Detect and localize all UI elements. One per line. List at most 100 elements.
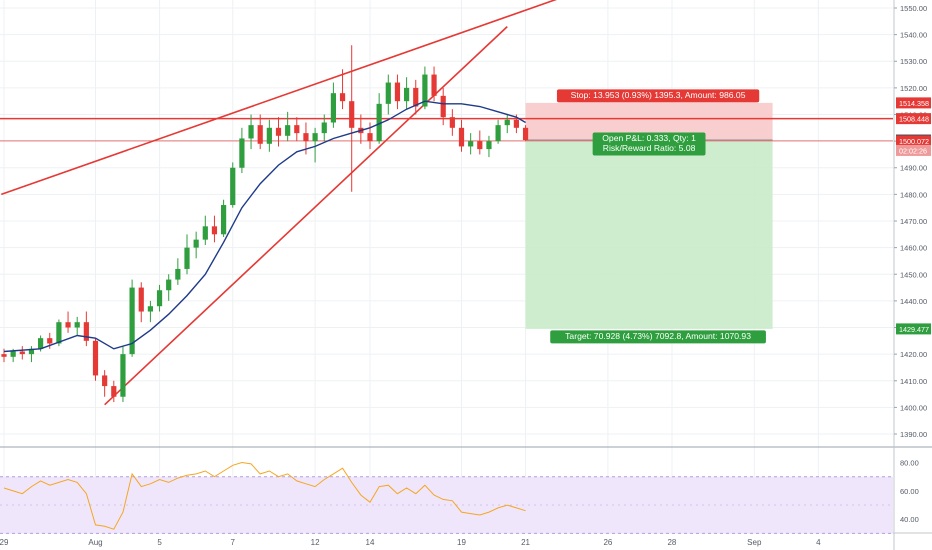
candle <box>156 284 163 312</box>
rsi-pane <box>0 461 893 534</box>
candle-body <box>349 101 355 128</box>
candle <box>257 114 263 150</box>
price-tag: 1514.358 <box>896 97 931 109</box>
price-tag-bg <box>896 323 931 335</box>
candle <box>102 370 108 397</box>
price-tick-label: 1480.00 <box>900 190 927 199</box>
price-tag: 1508.448 <box>896 113 931 125</box>
time-tick-label: 14 <box>366 538 375 547</box>
candle-body <box>422 74 428 107</box>
candle-body <box>513 119 519 128</box>
candle-body <box>468 141 474 147</box>
candle-body <box>230 167 236 206</box>
price-tick-label: 1470.00 <box>900 217 927 226</box>
price-tick-label: 1520.00 <box>900 84 927 93</box>
candle <box>193 231 199 259</box>
stop-label-text: Stop: 13.953 (0.93%) 1395.3, Amount: 986… <box>571 90 746 100</box>
candle <box>312 127 318 163</box>
rsi-tick-label: 80.00 <box>900 459 919 468</box>
candle <box>404 77 410 110</box>
pnl-label-bg <box>592 132 706 156</box>
candle <box>440 87 446 126</box>
candle-body <box>275 127 282 136</box>
candle <box>504 114 510 134</box>
candle-body <box>394 82 401 102</box>
time-tick-label: Sep <box>747 538 762 547</box>
time-tick-label: 19 <box>457 538 466 547</box>
lower-channel-trendline[interactable] <box>104 26 508 406</box>
pnl-label-text: Open P&L: 0.333, Qty: 1 <box>602 133 696 143</box>
candle-body <box>330 93 336 123</box>
price-axis: 1390.001400.001410.001420.001430.001440.… <box>894 4 931 524</box>
time-tick-label: 26 <box>603 538 612 547</box>
candle <box>367 122 373 150</box>
candle <box>522 125 529 142</box>
target-label-text: Target: 70.928 (4.73%) 7092.8, Amount: 1… <box>565 331 751 341</box>
price-tag-label: 1514.358 <box>899 99 929 108</box>
candle-body <box>248 125 254 139</box>
candle <box>74 316 80 336</box>
candle-body <box>458 127 465 147</box>
price-tick-label: 1490.00 <box>900 164 927 173</box>
price-tag: 02:02:26 <box>896 144 931 156</box>
candle <box>422 66 428 110</box>
candle-body <box>28 348 35 355</box>
candle-body <box>111 386 117 397</box>
price-tag: 1500.072 <box>896 135 931 147</box>
upper-channel-trendline[interactable] <box>0 0 562 196</box>
price-tag-label: 1429.477 <box>899 325 929 334</box>
candle-body <box>486 141 492 150</box>
candle-body <box>211 226 218 235</box>
candle <box>339 69 346 110</box>
candle <box>321 114 327 142</box>
candle-body <box>413 87 419 107</box>
candle <box>202 215 208 245</box>
candle <box>83 311 89 347</box>
horizontal-levels <box>0 117 893 142</box>
candle <box>449 109 455 136</box>
price-tick-label: 1440.00 <box>900 297 927 306</box>
time-tick-label: 21 <box>521 538 530 547</box>
candle-body <box>504 119 510 126</box>
candle-body <box>339 93 346 102</box>
candle <box>468 133 474 155</box>
time-tick-label: 5 <box>157 538 162 547</box>
candle <box>376 93 382 144</box>
candle <box>138 282 144 323</box>
stop-label-bg <box>556 89 760 103</box>
candle-body <box>495 125 501 142</box>
price-tick-label: 1410.00 <box>900 377 927 386</box>
price-tick-label: 1550.00 <box>900 4 927 13</box>
candle-body <box>477 141 483 150</box>
candle-body <box>175 268 181 280</box>
candle-body <box>156 290 163 307</box>
rsi-tick-label: 60.00 <box>900 487 919 496</box>
target-label: Target: 70.928 (4.73%) 7092.8, Amount: 1… <box>550 330 766 344</box>
price-tick-label: 1530.00 <box>900 57 927 66</box>
candle-body <box>102 375 108 387</box>
candle <box>330 82 336 128</box>
price-tag-bg <box>896 97 931 109</box>
candle-body <box>367 133 373 142</box>
candle <box>477 130 483 155</box>
price-tag-bg <box>896 144 931 156</box>
candle <box>221 199 227 237</box>
candle <box>147 300 153 323</box>
price-tick-label: 1450.00 <box>900 270 927 279</box>
candle <box>413 79 419 115</box>
candle-body <box>385 82 391 104</box>
candle <box>211 215 218 243</box>
candle <box>28 346 35 363</box>
candle <box>385 74 391 115</box>
candle-body <box>65 322 71 328</box>
trendlines[interactable] <box>0 0 562 406</box>
candle-body <box>193 239 199 248</box>
position-labels: Stop: 13.953 (0.93%) 1395.3, Amount: 986… <box>550 89 766 344</box>
candle <box>266 119 272 152</box>
price-tick-label: 1390.00 <box>900 430 927 439</box>
candle <box>129 279 135 357</box>
candle-body <box>266 127 272 144</box>
